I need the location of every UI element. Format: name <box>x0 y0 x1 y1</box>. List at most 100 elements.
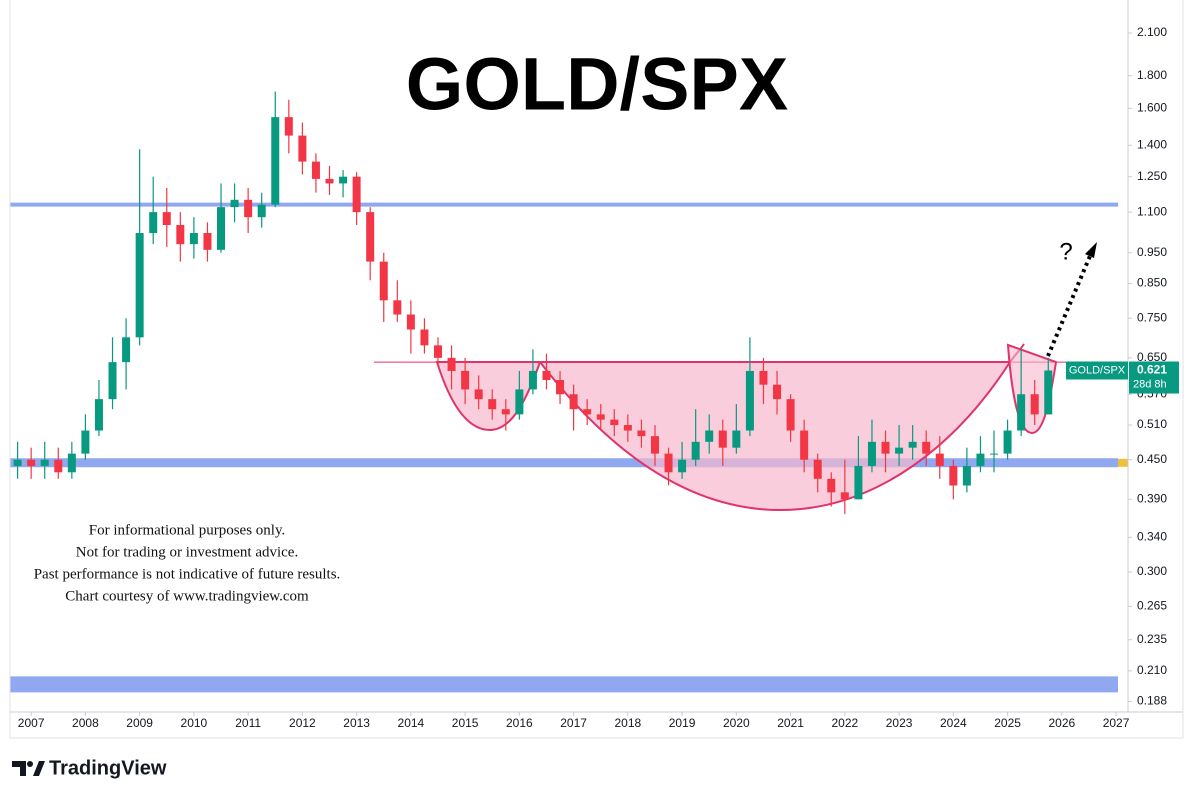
y-tick-label: 0.300 <box>1137 564 1167 578</box>
logo-dot <box>27 761 33 767</box>
candle-body <box>990 453 999 455</box>
x-tick-label: 2025 <box>994 716 1021 730</box>
price-label: 0.621 <box>1137 363 1167 377</box>
disclaimer: Not for trading or investment advice. <box>76 544 298 560</box>
x-tick-label: 2026 <box>1048 716 1075 730</box>
x-tick-label: 2019 <box>669 716 696 730</box>
candle-body <box>1044 370 1053 415</box>
x-tick-label: 2022 <box>831 716 858 730</box>
candle-body <box>13 459 22 466</box>
y-tick-label: 1.600 <box>1137 100 1167 114</box>
candle-body <box>474 389 483 400</box>
y-tick-label: 0.210 <box>1137 663 1167 677</box>
y-tick-label: 0.188 <box>1137 694 1167 708</box>
chart-title: GOLD/SPX <box>406 43 788 126</box>
candle-body <box>284 117 293 136</box>
candle-body <box>596 414 605 420</box>
x-tick-label: 2009 <box>126 716 153 730</box>
candle-body <box>705 430 714 442</box>
y-tick-label: 2.400 <box>1137 0 1167 2</box>
candle-body <box>976 453 985 466</box>
candle-body <box>867 441 876 466</box>
candle-body <box>27 459 36 466</box>
candle-body <box>732 430 741 448</box>
candle-body <box>759 370 768 385</box>
pattern-drawings <box>435 343 1058 512</box>
candle-body <box>718 430 727 448</box>
candle-body <box>108 362 117 400</box>
y-tick-label: 0.750 <box>1137 310 1167 324</box>
candle-body <box>515 389 524 415</box>
y-tick-label: 2.100 <box>1137 25 1167 39</box>
candle-body <box>54 459 63 473</box>
candle-body <box>881 441 890 454</box>
disclaimer: For informational purposes only. <box>89 522 286 538</box>
candle-body <box>488 399 497 410</box>
y-tick-label: 0.390 <box>1137 492 1167 506</box>
candle-body <box>949 465 958 486</box>
candle-body <box>298 135 307 162</box>
candle-body <box>149 212 158 234</box>
countdown-label: 28d 8h <box>1133 378 1167 390</box>
level-marker <box>1118 458 1128 467</box>
y-tick-label: 0.340 <box>1137 530 1167 544</box>
candles <box>13 91 1053 514</box>
candle-body <box>610 419 619 426</box>
x-tick-label: 2012 <box>289 716 316 730</box>
x-tick-label: 2010 <box>181 716 208 730</box>
candle-body <box>379 261 388 301</box>
candle-body <box>406 314 415 330</box>
candle-body <box>569 394 578 410</box>
x-tick-label: 2007 <box>18 716 45 730</box>
candle-body <box>244 199 253 218</box>
x-tick-label: 2015 <box>452 716 479 730</box>
candle-body <box>962 465 971 486</box>
candle-body <box>637 430 646 437</box>
levels <box>10 202 1128 693</box>
candle-body <box>542 370 551 381</box>
candle-body <box>922 441 931 454</box>
disclaimer: Chart courtesy of www.tradingview.com <box>65 588 309 604</box>
candle-body <box>81 430 90 454</box>
x-tick-label: 2024 <box>940 716 967 730</box>
candle-body <box>678 459 687 473</box>
candle-body <box>325 178 334 184</box>
candle-body <box>583 409 592 415</box>
x-tick-label: 2023 <box>886 716 913 730</box>
y-tick-label: 1.800 <box>1137 68 1167 82</box>
axes: 0.188 0.210 0.235 0.265 0.300 0.340 0.390 0.450… <box>9 0 1184 739</box>
candle-body <box>271 117 280 205</box>
y-tick-label: 1.250 <box>1137 169 1167 183</box>
candle-body <box>461 370 470 390</box>
x-tick-label: 2013 <box>343 716 370 730</box>
x-tick-label: 2017 <box>560 716 587 730</box>
disclaimer: Past performance is not indicative of fu… <box>34 566 341 582</box>
y-tick-label: 0.850 <box>1137 276 1167 290</box>
y-tick-label: 1.400 <box>1137 137 1167 151</box>
candle-body <box>854 465 863 500</box>
candle-body <box>745 370 754 431</box>
candle-body <box>176 224 185 245</box>
symbol-label: GOLD/SPX <box>1069 364 1126 376</box>
y-tick-label: 0.510 <box>1137 417 1167 431</box>
candle-body <box>691 441 700 460</box>
candle-body <box>623 425 632 431</box>
candle-body <box>366 212 375 262</box>
candle-body <box>67 453 76 473</box>
x-tick-label: 2021 <box>777 716 804 730</box>
candle-body <box>556 380 565 395</box>
candle-body <box>528 370 537 390</box>
candle-body <box>650 436 659 454</box>
candle-body <box>664 453 673 473</box>
x-tick-label: 2008 <box>72 716 99 730</box>
y-tick-label: 0.650 <box>1137 350 1167 364</box>
candle-body <box>1030 394 1039 415</box>
x-tick-label: 2020 <box>723 716 750 730</box>
candle-body <box>773 384 782 400</box>
candle-body <box>393 300 402 315</box>
candle-body <box>203 233 212 250</box>
candle-body <box>189 233 198 245</box>
candle-body <box>311 161 320 179</box>
logo-slash <box>33 761 45 776</box>
